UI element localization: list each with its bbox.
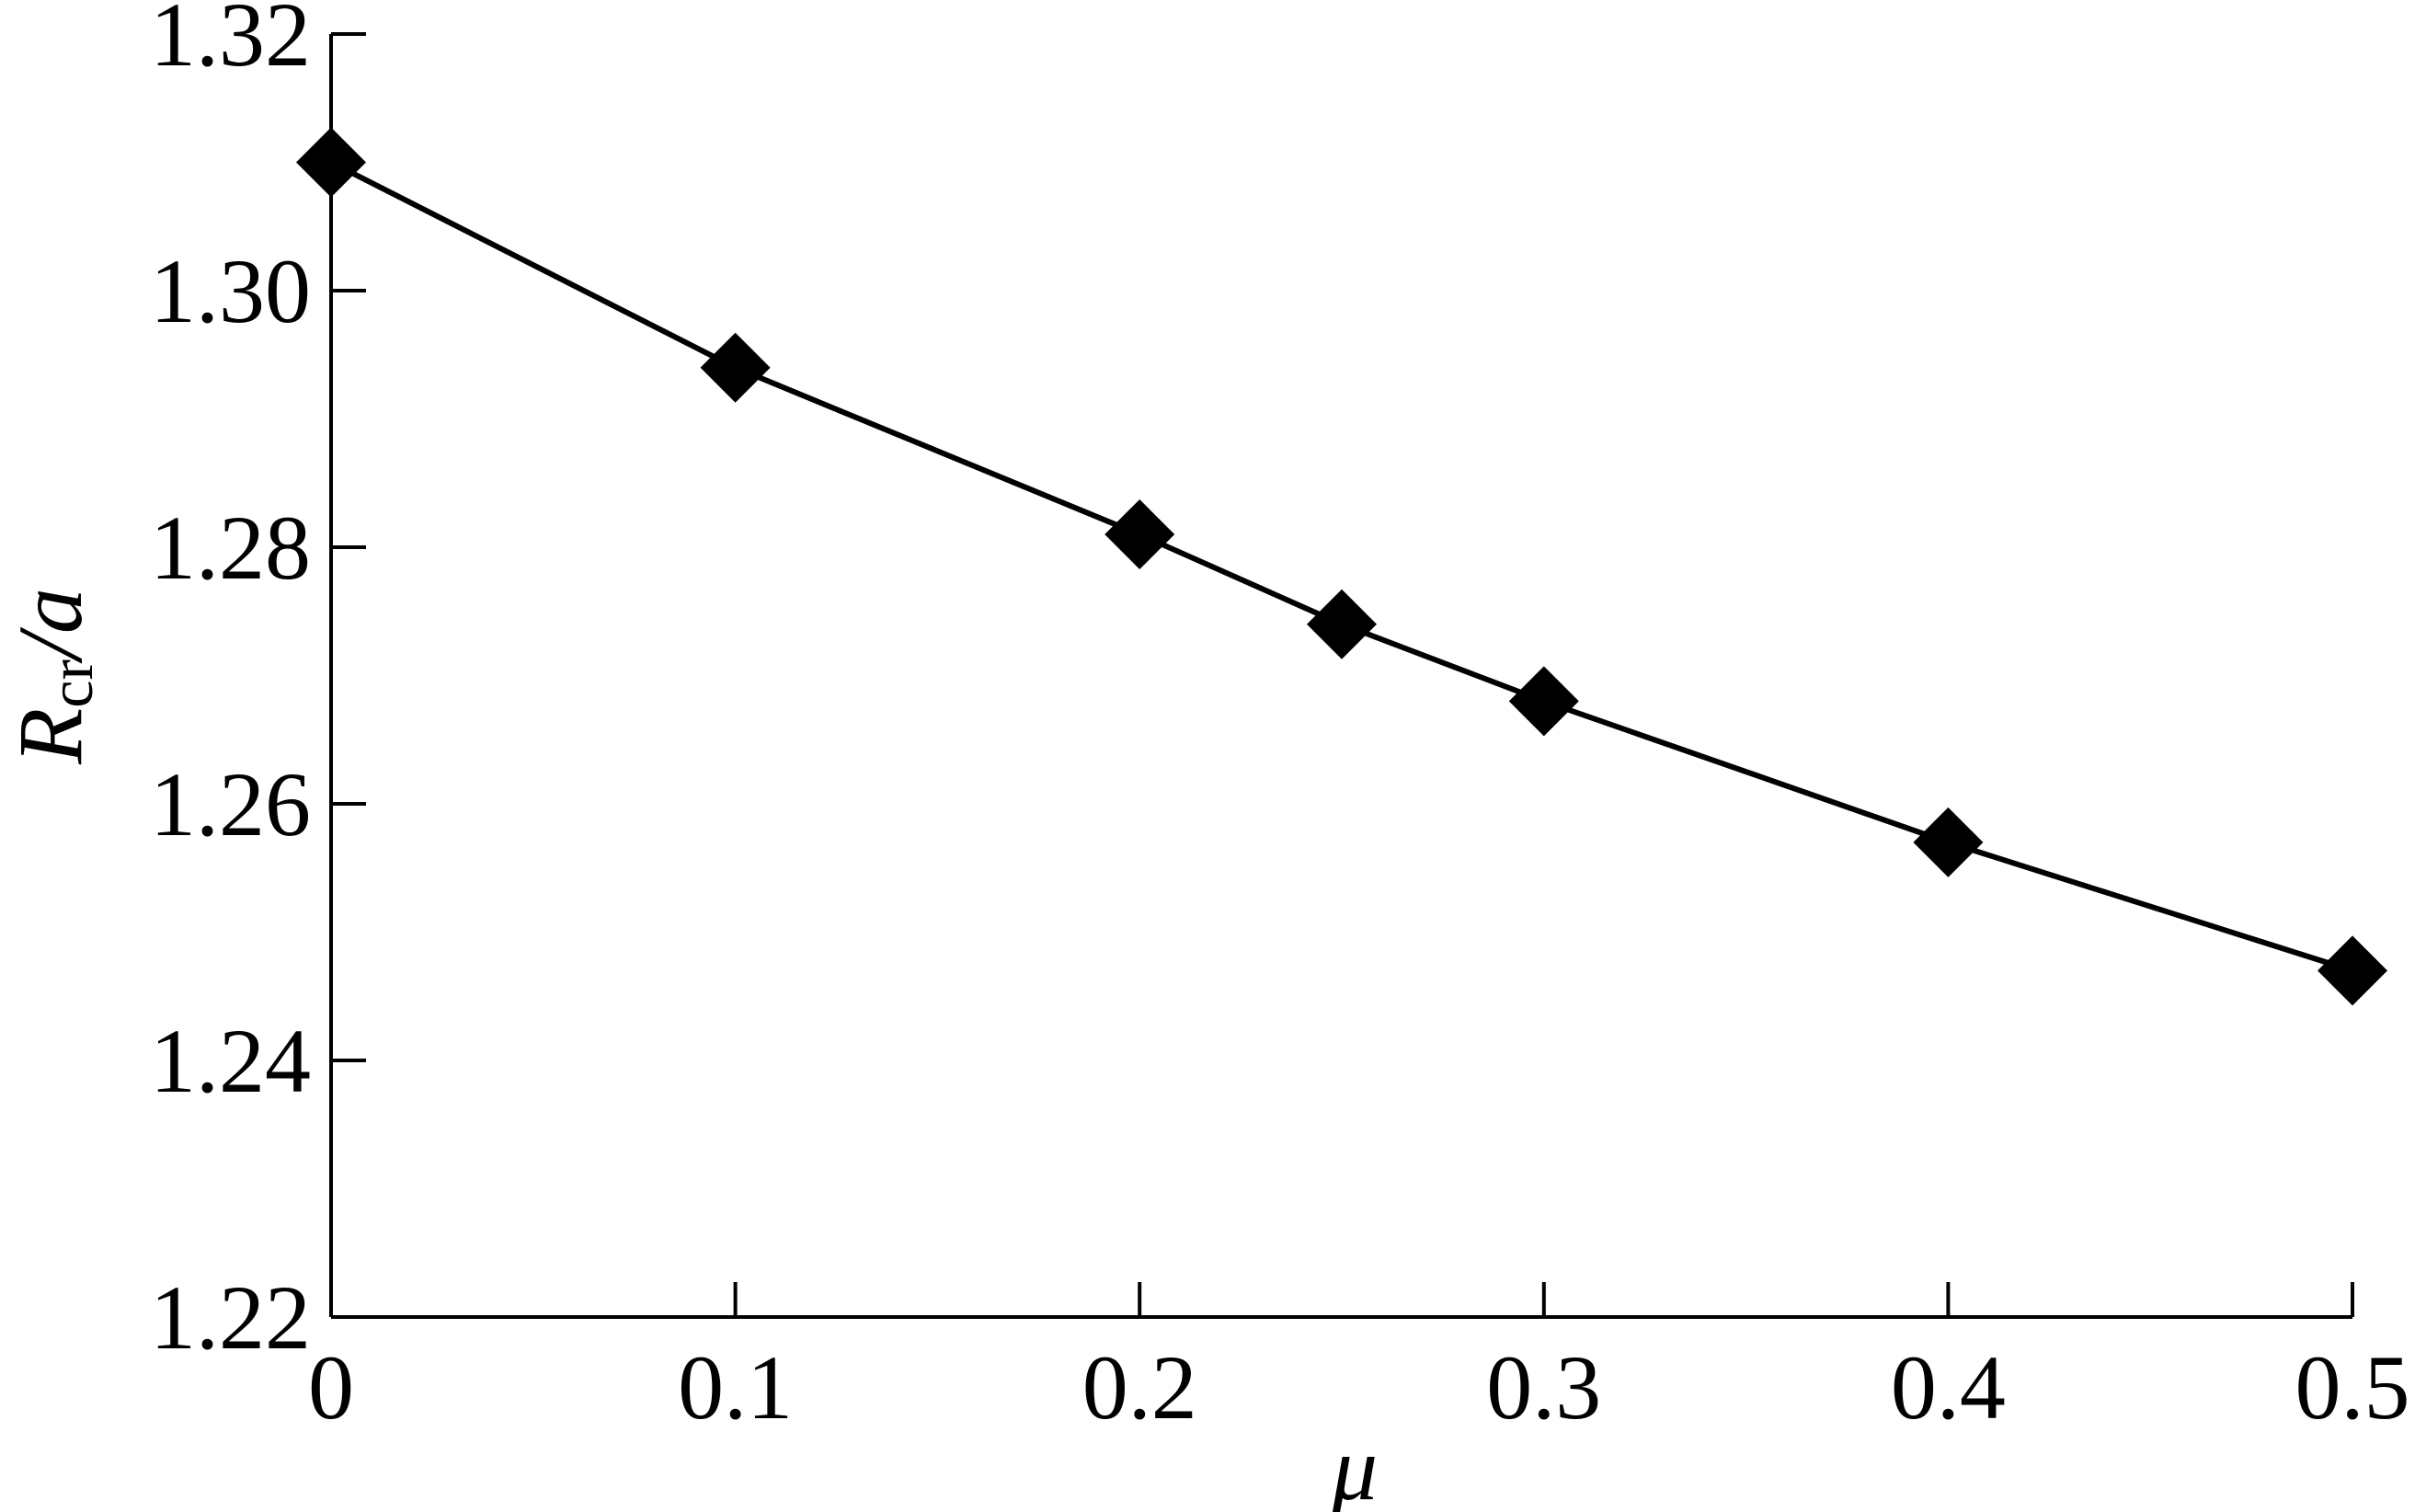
y-label-sub: cr xyxy=(36,659,106,708)
x-axis-label: μ xyxy=(1331,1417,1378,1512)
x-tick-label: 0.5 xyxy=(2295,1336,2410,1438)
marker xyxy=(1508,666,1579,737)
marker xyxy=(296,127,366,198)
x-tick-label: 0.2 xyxy=(1082,1336,1197,1438)
x-tick-label: 0 xyxy=(308,1336,354,1438)
y-tick-label: 1.22 xyxy=(150,1266,311,1369)
marker xyxy=(1104,499,1175,570)
y-label-rest: /a xyxy=(0,588,101,664)
y-axis-label: Rcr/a xyxy=(0,588,106,765)
x-tick-label: 0.4 xyxy=(1891,1336,2006,1438)
marker xyxy=(1307,589,1377,659)
y-tick-label: 1.24 xyxy=(150,1010,311,1112)
marker xyxy=(1913,807,1984,877)
series-line xyxy=(329,159,2353,974)
y-tick-label: 1.30 xyxy=(150,240,311,342)
y-tick-label: 1.28 xyxy=(150,497,311,599)
y-label-main: R xyxy=(0,708,101,765)
y-tick-label: 1.32 xyxy=(150,0,311,86)
marker xyxy=(2318,935,2387,1006)
x-tick-label: 0.3 xyxy=(1486,1336,1601,1438)
x-tick-label: 0.1 xyxy=(678,1336,793,1438)
marker xyxy=(700,332,771,403)
y-tick-label: 1.26 xyxy=(150,753,311,855)
